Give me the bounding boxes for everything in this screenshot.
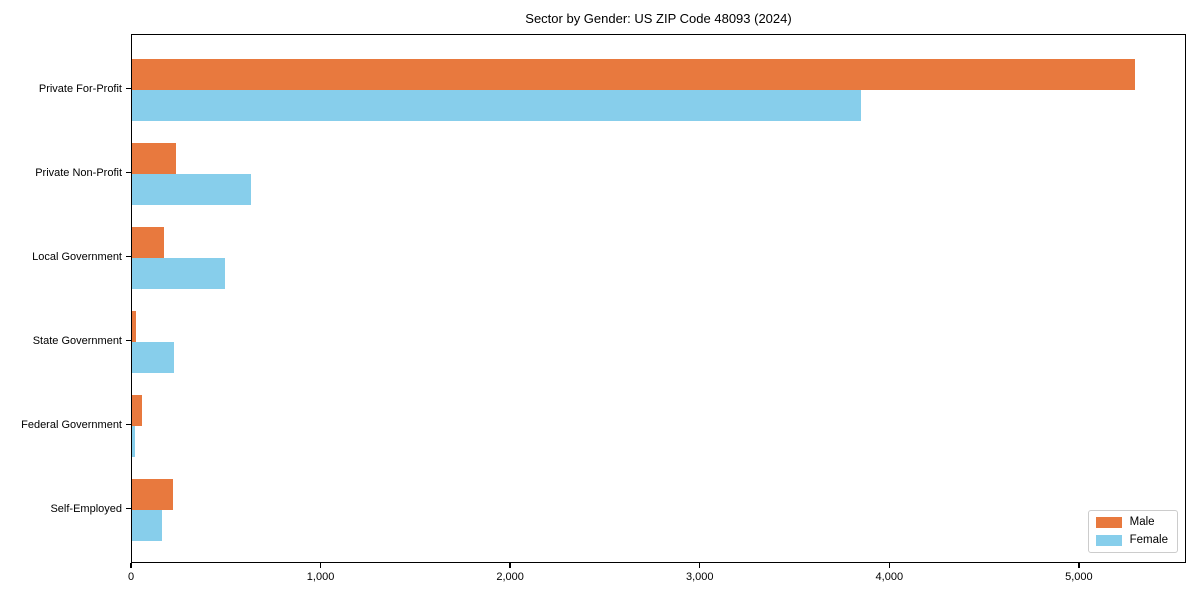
legend-label-male: Male: [1129, 516, 1155, 528]
legend-swatch-male: [1095, 517, 1122, 528]
y-tick-label: State Government: [32, 334, 122, 347]
y-tick-mark: [126, 339, 131, 342]
bar-female-3: [132, 341, 174, 373]
y-tick-mark: [126, 255, 131, 258]
y-tick-mark: [126, 171, 131, 174]
x-tick-mark: [509, 563, 511, 568]
bar-male-3: [132, 310, 136, 342]
bar-female-2: [132, 257, 225, 289]
x-tick-mark: [1078, 563, 1080, 568]
bar-female-0: [132, 89, 862, 121]
y-tick-mark: [126, 507, 131, 510]
bar-female-1: [132, 173, 252, 205]
legend-swatch-female: [1095, 535, 1122, 546]
y-tick-label: Local Government: [32, 250, 122, 263]
x-tick-label: 5,000: [1065, 571, 1093, 583]
y-tick-label: Self-Employed: [50, 502, 122, 515]
x-tick-label: 0: [127, 571, 135, 583]
x-tick-label: 1,000: [306, 571, 335, 583]
x-tick-label: 4,000: [875, 571, 904, 583]
y-tick-label: Private For-Profit: [38, 82, 122, 95]
y-tick-mark: [126, 87, 131, 90]
y-tick-label: Federal Government: [21, 418, 122, 431]
x-tick-mark: [888, 563, 891, 568]
y-tick-mark: [126, 423, 131, 426]
x-tick-mark: [319, 563, 322, 568]
legend: Male Female: [1087, 510, 1178, 553]
bar-male-2: [132, 226, 165, 258]
x-tick-mark: [698, 563, 701, 568]
bar-male-4: [132, 394, 143, 426]
bar-female-4: [132, 425, 135, 457]
x-tick-label: 3,000: [685, 571, 714, 583]
bar-male-0: [132, 58, 1135, 90]
bar-female-5: [132, 509, 163, 541]
legend-row-female: Female: [1095, 534, 1168, 547]
x-tick-label: 2,000: [496, 571, 524, 583]
plot-area: Male Female: [131, 34, 1186, 563]
chart-title: Sector by Gender: US ZIP Code 48093 (202…: [525, 11, 792, 26]
x-tick-mark: [130, 563, 132, 568]
y-tick-label: Private Non-Profit: [35, 166, 122, 179]
bar-male-5: [132, 478, 173, 510]
legend-label-female: Female: [1129, 534, 1168, 546]
legend-row-male: Male: [1095, 516, 1168, 529]
bar-male-1: [132, 142, 176, 174]
